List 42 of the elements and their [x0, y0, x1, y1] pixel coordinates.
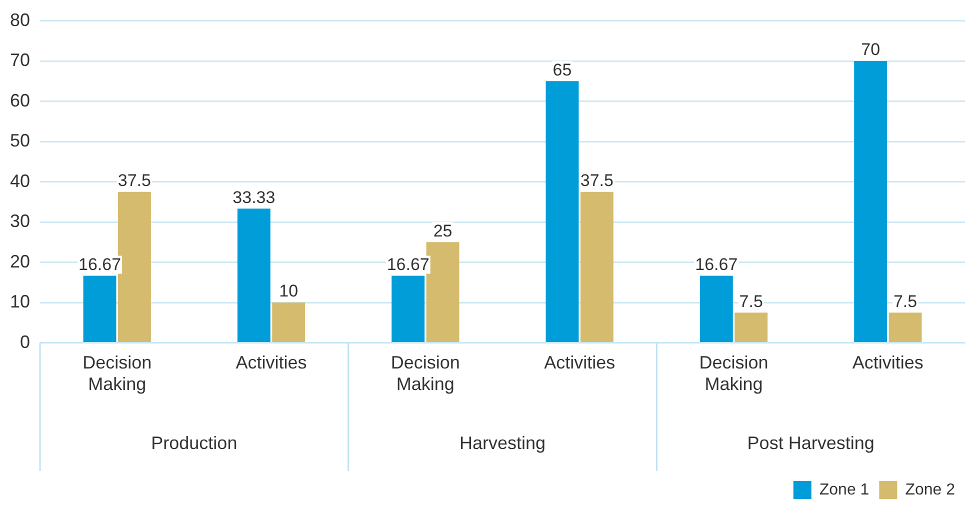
y-tick-label: 10: [10, 292, 30, 312]
x-tick-label: Activities: [852, 352, 924, 373]
data-label: 70: [861, 40, 880, 60]
bar: [272, 302, 306, 342]
legend-label: Zone 2: [905, 481, 956, 498]
data-label: 37.5: [118, 171, 151, 190]
data-label: 37.5: [580, 171, 614, 190]
x-tick-label: Decision Making: [82, 352, 152, 394]
bar: [734, 312, 768, 342]
y-tick-label: 30: [10, 211, 30, 232]
y-tick-label: 50: [10, 130, 30, 151]
bar: [888, 312, 922, 342]
x-tick-label: Activities: [544, 352, 616, 373]
data-label: 16.67: [78, 254, 122, 274]
data-label: 65: [552, 60, 572, 80]
bar: [700, 276, 733, 342]
bar: [546, 81, 579, 342]
y-tick-label: 0: [20, 332, 30, 352]
data-label: 33.33: [232, 188, 276, 207]
data-label: 7.5: [739, 292, 763, 311]
y-tick-label: 60: [10, 90, 30, 110]
y-tick-label: 70: [10, 50, 30, 70]
data-label: 25: [433, 221, 452, 240]
x-tick-label: Decision Making: [699, 352, 768, 394]
bar: [237, 208, 270, 342]
x-tick-label: Activities: [236, 352, 307, 373]
data-label: 7.5: [893, 292, 918, 311]
text: Harvesting: [459, 432, 546, 453]
bar: [83, 276, 116, 342]
bar: [580, 192, 614, 342]
data-label: 16.67: [695, 254, 738, 274]
y-tick-label: 80: [10, 10, 30, 30]
bar: [392, 276, 425, 342]
bar: [854, 61, 888, 342]
x-tick-label: Decision Making: [390, 352, 460, 394]
text: Post Harvesting: [747, 432, 874, 453]
data-label: 16.67: [386, 254, 430, 274]
data-label: 10: [279, 282, 298, 301]
y-tick-label: 40: [10, 170, 30, 191]
y-tick-label: 20: [10, 251, 30, 272]
text: Production: [151, 432, 238, 453]
legend-label: Zone 1: [819, 481, 870, 498]
